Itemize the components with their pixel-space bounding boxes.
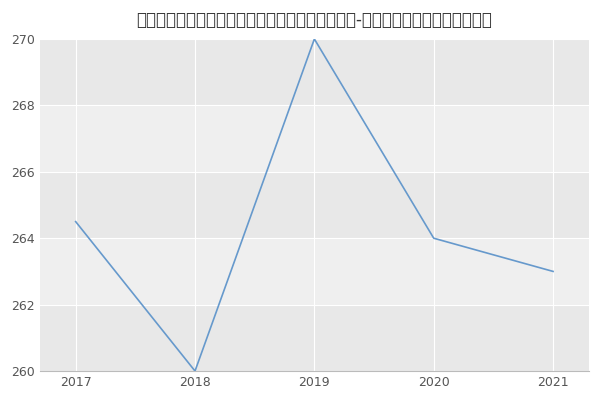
Bar <box>40 305 589 371</box>
Bar <box>40 238 589 305</box>
Bar <box>40 39 589 106</box>
Title: 太原科技大学电子信息工程学院电子与通信工程（-历年复试）研究生录取分数线: 太原科技大学电子信息工程学院电子与通信工程（-历年复试）研究生录取分数线 <box>136 11 493 29</box>
Bar <box>40 106 589 172</box>
Bar <box>40 172 589 238</box>
